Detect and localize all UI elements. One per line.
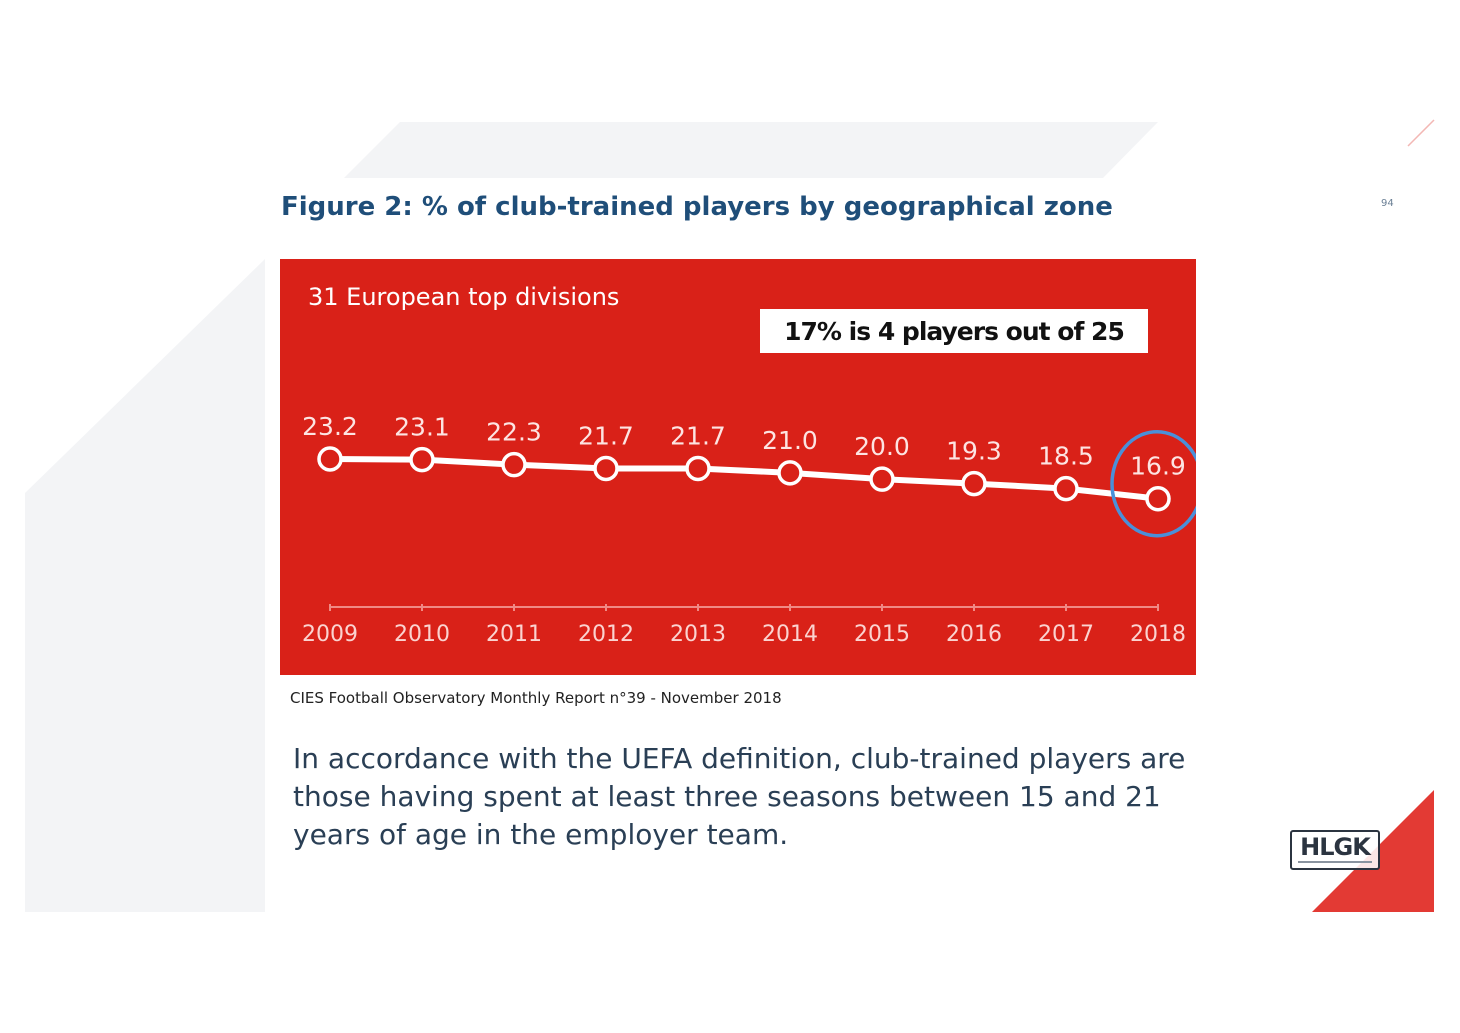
data-label-2010: 23.1	[394, 413, 450, 442]
x-tick-label-2014: 2014	[762, 622, 818, 647]
series-line	[327, 456, 1161, 502]
data-point-2013	[685, 455, 711, 482]
data-point-2009	[317, 446, 343, 472]
x-tick-label-2010: 2010	[394, 622, 450, 647]
data-label-2013: 21.7	[670, 421, 726, 450]
data-point-2014	[777, 460, 803, 486]
corner-accent-line	[1407, 119, 1435, 147]
highlight-circle	[1110, 429, 1196, 538]
chart-panel: 2009 2010 2011 2012 2013 2014 2015 2016 2017 2018…	[280, 259, 1196, 675]
background-wedge	[25, 259, 265, 912]
data-point-2016	[961, 470, 987, 497]
data-label-2017: 18.5	[1038, 442, 1094, 471]
data-point-2018	[1145, 485, 1171, 512]
x-tick-label-2016: 2016	[946, 622, 1002, 647]
figure-title: Figure 2: % of club-trained players by g…	[281, 192, 1113, 222]
data-label-2012: 21.7	[578, 421, 634, 450]
data-point-2015	[869, 466, 895, 492]
page-number: 94	[1381, 198, 1394, 209]
x-tick-label-2015: 2015	[854, 622, 910, 647]
data-point-2010	[409, 446, 435, 473]
data-point-2017	[1053, 475, 1079, 502]
data-label-2018: 16.9	[1130, 452, 1186, 481]
data-point-2012	[593, 455, 619, 482]
x-tick-label-2011: 2011	[486, 622, 542, 647]
x-tick-label-2013: 2013	[670, 622, 726, 647]
x-tick-label-2009: 2009	[302, 622, 358, 647]
logo-tagline	[1298, 861, 1372, 863]
source-citation: CIES Football Observatory Monthly Report…	[290, 689, 782, 707]
data-label-2014: 21.0	[762, 426, 818, 455]
data-label-2009: 23.2	[302, 412, 358, 441]
line-chart: 2009 2010 2011 2012 2013 2014 2015 2016 2017 2018…	[302, 412, 1196, 647]
chart-subtitle: 31 European top divisions	[308, 283, 620, 311]
logo-text: HLGK	[1300, 833, 1371, 861]
data-label-2011: 22.3	[486, 418, 542, 447]
data-point-2011	[501, 451, 527, 478]
background-stripe	[344, 122, 1158, 178]
x-tick-label-2012: 2012	[578, 622, 634, 647]
data-label-2016: 19.3	[946, 437, 1002, 466]
x-tick-label-2017: 2017	[1038, 622, 1094, 647]
hlgk-logo: HLGK	[1290, 830, 1380, 870]
data-label-2015: 20.0	[854, 432, 910, 461]
body-text: In accordance with the UEFA definition, …	[293, 742, 1186, 851]
callout-annotation: 17% is 4 players out of 25	[760, 309, 1148, 353]
x-tick-label-2018: 2018	[1130, 622, 1186, 647]
